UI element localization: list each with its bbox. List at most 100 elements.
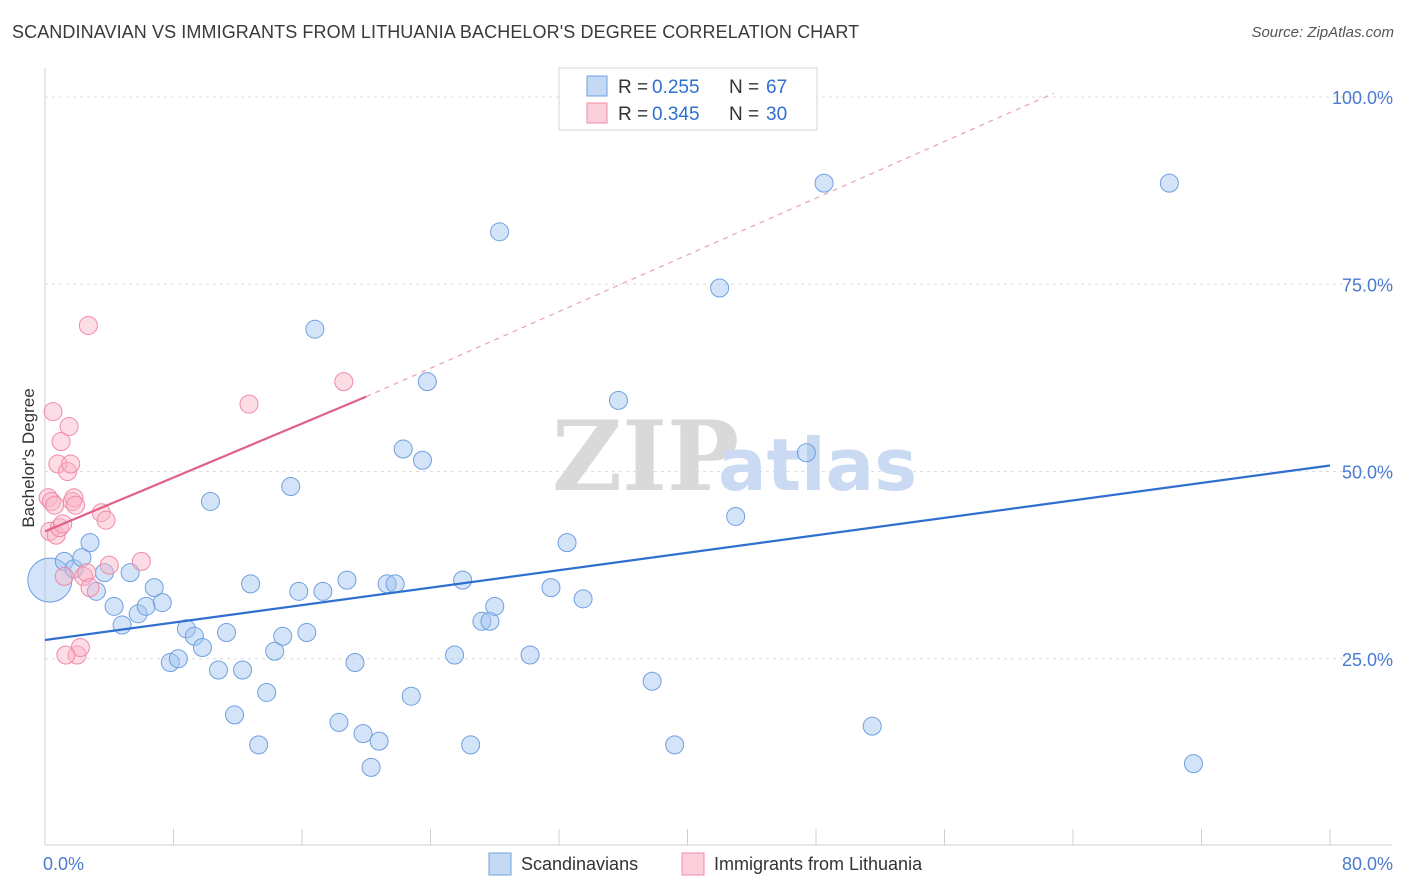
data-points xyxy=(27,173,1203,777)
point-lithuania xyxy=(99,555,119,575)
point-scandinavians xyxy=(1183,754,1203,774)
legend-n-value-lithuania: 30 xyxy=(766,104,787,125)
point-scandinavians xyxy=(573,589,593,609)
legend-n-label: N = xyxy=(729,104,759,125)
point-scandinavians xyxy=(225,705,245,725)
point-lithuania xyxy=(38,488,58,508)
point-lithuania xyxy=(78,315,98,335)
point-lithuania xyxy=(239,394,259,414)
legend-r-value-lithuania: 0.345 xyxy=(652,104,700,125)
source-credit: Source: ZipAtlas.com xyxy=(1251,24,1394,41)
watermark-zip: ZIP xyxy=(552,400,739,513)
y-tick-label: 50.0% xyxy=(1342,463,1393,483)
point-scandinavians xyxy=(1159,173,1179,193)
y-tick-label: 75.0% xyxy=(1342,275,1393,295)
point-lithuania xyxy=(41,491,61,511)
trend-lines xyxy=(44,92,1331,642)
legend-swatch-lithuania xyxy=(586,102,608,124)
trendline-scandinavians xyxy=(44,464,1331,642)
point-scandinavians xyxy=(257,682,277,702)
point-scandinavians xyxy=(385,574,405,594)
point-lithuania xyxy=(56,645,76,665)
point-scandinavians xyxy=(353,724,373,744)
x-tick-labels: 0.0% 80.0% xyxy=(43,854,1393,874)
point-scandinavians xyxy=(120,563,140,583)
point-scandinavians xyxy=(297,623,317,643)
x-tick-label: 0.0% xyxy=(43,854,84,874)
point-scandinavians xyxy=(265,641,285,661)
point-scandinavians xyxy=(710,278,730,298)
legend-n-value-scandinavians: 67 xyxy=(766,77,787,98)
trendline-lithuania xyxy=(44,395,367,533)
correlation-legend: R = 0.255 N = 67 R = 0.345 N = 30 xyxy=(558,67,818,131)
y-axis-label: Bachelor's Degree xyxy=(19,388,38,527)
point-scandinavians xyxy=(144,578,164,598)
series-legend: Scandinavians Immigrants from Lithuania xyxy=(488,852,923,876)
legend-r-label: R = xyxy=(618,77,648,98)
point-lithuania xyxy=(334,372,354,392)
point-scandinavians xyxy=(305,319,325,339)
point-scandinavians xyxy=(168,649,188,669)
point-scandinavians xyxy=(608,390,628,410)
point-scandinavians xyxy=(337,570,357,590)
point-scandinavians xyxy=(64,559,84,579)
point-scandinavians xyxy=(217,623,237,643)
point-lithuania xyxy=(51,432,71,452)
bottom-legend-label-scandinavians: Scandinavians xyxy=(521,854,638,874)
point-scandinavians xyxy=(814,173,834,193)
point-scandinavians xyxy=(313,581,333,601)
point-scandinavians xyxy=(361,757,381,777)
point-scandinavians xyxy=(200,491,220,511)
point-scandinavians xyxy=(86,581,106,601)
point-lithuania xyxy=(131,551,151,571)
point-scandinavians xyxy=(796,443,816,463)
bottom-legend-swatch-scandinavians xyxy=(488,852,512,876)
bottom-legend-swatch-lithuania xyxy=(681,852,705,876)
point-scandinavians xyxy=(128,604,148,624)
point-scandinavians xyxy=(393,439,413,459)
point-scandinavians xyxy=(472,611,492,631)
point-scandinavians xyxy=(281,476,301,496)
point-scandinavians xyxy=(485,596,505,616)
point-scandinavians xyxy=(490,222,510,242)
point-scandinavians xyxy=(152,593,172,613)
point-lithuania xyxy=(59,417,79,437)
point-scandinavians xyxy=(862,716,882,736)
point-scandinavians xyxy=(329,712,349,732)
grid xyxy=(45,96,1392,660)
point-scandinavians xyxy=(241,574,261,594)
legend-r-value-scandinavians: 0.255 xyxy=(652,77,700,98)
point-scandinavians xyxy=(289,581,309,601)
point-scandinavians xyxy=(520,645,540,665)
point-scandinavians xyxy=(345,652,365,672)
point-lithuania xyxy=(80,578,100,598)
point-scandinavians xyxy=(249,735,269,755)
legend-swatch-scandinavians xyxy=(586,75,608,97)
point-scandinavians xyxy=(104,596,124,616)
point-lithuania xyxy=(96,510,116,530)
y-tick-labels: 100.0% 75.0% 50.0% 25.0% xyxy=(1332,88,1393,670)
trendline-lithuania-extension xyxy=(366,92,1054,398)
point-scandinavians xyxy=(136,596,156,616)
point-lithuania xyxy=(66,495,86,515)
point-lithuania xyxy=(45,495,65,515)
point-scandinavians xyxy=(642,671,662,691)
point-lithuania xyxy=(54,566,74,586)
point-scandinavians xyxy=(80,533,100,553)
point-scandinavians xyxy=(726,506,746,526)
point-scandinavians xyxy=(557,533,577,553)
point-scandinavians xyxy=(27,557,73,603)
point-scandinavians xyxy=(461,735,481,755)
point-scandinavians xyxy=(72,548,92,568)
point-scandinavians xyxy=(412,450,432,470)
watermark-atlas: atlas xyxy=(718,423,917,507)
point-scandinavians xyxy=(453,570,473,590)
point-lithuania xyxy=(43,402,63,422)
point-lithuania xyxy=(77,563,97,583)
point-scandinavians xyxy=(184,626,204,646)
x-tick-label: 80.0% xyxy=(1342,854,1393,874)
point-scandinavians xyxy=(233,660,253,680)
bottom-legend-label-lithuania: Immigrants from Lithuania xyxy=(714,854,923,874)
y-tick-label: 100.0% xyxy=(1332,88,1393,108)
